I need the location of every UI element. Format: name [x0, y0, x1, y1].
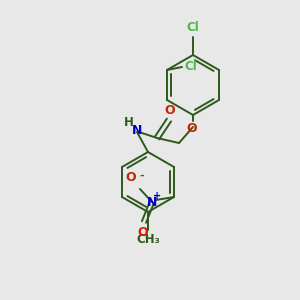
Text: N: N [132, 124, 142, 136]
Text: O: O [187, 122, 197, 135]
Text: CH₃: CH₃ [136, 233, 160, 246]
Text: H: H [124, 116, 134, 128]
Text: -: - [140, 171, 144, 181]
Text: Cl: Cl [187, 21, 200, 34]
Text: O: O [138, 226, 148, 239]
Text: O: O [165, 104, 175, 117]
Text: N: N [147, 196, 157, 208]
Text: +: + [153, 191, 161, 201]
Text: O: O [125, 171, 136, 184]
Text: Cl: Cl [184, 61, 197, 74]
